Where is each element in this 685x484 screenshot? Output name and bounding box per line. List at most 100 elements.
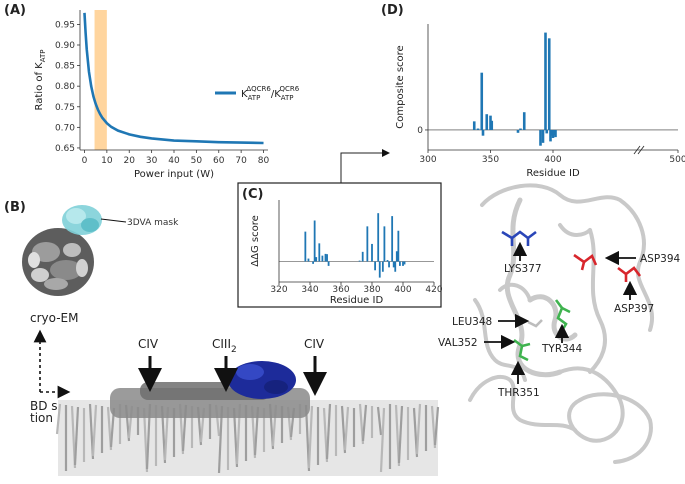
bar-d [544, 32, 547, 130]
panel-label-b: (B) [4, 200, 26, 215]
x-tick-label-a: 20 [124, 156, 136, 166]
y-tick-label-a: 0.70 [55, 123, 75, 133]
chart-a: 0 10 20 30 40 50 60 70 80 0.65 0.70 0.75 0.80 0.85 0.9… [34, 10, 270, 180]
bar-c [374, 261, 376, 271]
asp394-sidechain [573, 253, 598, 271]
val352-label: VAL352 [438, 337, 478, 349]
x-axis-title-a: Power input (W) [134, 169, 214, 180]
bar-c [397, 230, 400, 262]
bar-c [392, 261, 395, 268]
protein-structure [468, 183, 654, 464]
membrane-helix [73, 406, 80, 466]
bar-c [399, 261, 401, 266]
cryo-em-label: cryo-EM [30, 311, 78, 325]
bar-d [481, 129, 485, 136]
y-tick-label-a: 0.65 [55, 144, 75, 154]
bar-c [378, 261, 381, 278]
x-tick-label-c: 340 [301, 285, 318, 295]
x-tick-label-d: 350 [482, 155, 499, 165]
bar-d [545, 129, 549, 134]
y-tick-label-a: 0.85 [55, 62, 75, 72]
bar-d [554, 129, 557, 138]
mask-density [62, 205, 102, 235]
x-tick-label-d: 500 [669, 155, 685, 165]
legend-a-text: KATPΔQCR6/KATPQCR6 [241, 85, 300, 102]
tyr344-sidechain [554, 299, 571, 335]
bar-c [324, 253, 327, 262]
x-axis-title-d: Residue ID [526, 168, 580, 179]
membrane-model [55, 382, 440, 476]
bar-c [381, 261, 384, 272]
membrane-helix [433, 406, 440, 446]
x-tick-label-c: 360 [332, 285, 349, 295]
membrane-helix [376, 406, 383, 436]
asp394-label: ASP394 [640, 253, 681, 265]
bar-c [321, 255, 324, 262]
x-tick-label-c: 380 [363, 285, 380, 295]
lys377-label: LYS377 [504, 263, 542, 275]
y-tick-label-a: 0.80 [55, 82, 75, 92]
bar-c [403, 261, 406, 265]
bar-c [388, 261, 390, 268]
bar-c [307, 258, 310, 262]
bar-c [313, 220, 316, 262]
membrane-helix [91, 404, 98, 457]
chart-d: 300 350 400 500 0 Residue ID Composite score [395, 24, 685, 179]
thr351-label: THR351 [497, 387, 540, 399]
membrane-helix [379, 407, 386, 473]
bar-d [480, 72, 484, 130]
bar-c [402, 261, 404, 266]
bar-d [476, 128, 480, 130]
x-tick-label-d: 400 [544, 155, 561, 165]
x-tick-label-a: 0 [82, 156, 88, 166]
bar-c [394, 261, 397, 272]
membrane-helix [397, 405, 404, 464]
bar-c [395, 251, 398, 262]
y-axis-title-d: Composite score [395, 45, 406, 128]
x-tick-label-a: 60 [213, 156, 225, 166]
x-axis-title-c: Residue ID [330, 295, 384, 306]
bar-d [516, 129, 520, 133]
ciii-label: CIII2 [212, 337, 237, 355]
panel-label-c: (C) [242, 187, 263, 202]
y-tick-label-a: 0.90 [55, 41, 75, 51]
x-tick-label-c: 420 [425, 285, 442, 295]
bar-c [327, 261, 330, 266]
panel-label-a: (A) [4, 3, 26, 18]
civ-left-label: CIV [138, 337, 159, 351]
bar-c [366, 226, 369, 262]
civ-right-label: CIV [304, 337, 325, 351]
thr351-sidechain [513, 338, 531, 362]
legend-a: KATPΔQCR6/KATPQCR6 [215, 85, 300, 102]
asp397-label: ASP397 [614, 303, 654, 315]
shaded-region [94, 10, 107, 150]
membrane-helix [307, 405, 314, 469]
leu348-sidechain [527, 319, 543, 328]
membrane-helix [343, 406, 350, 451]
leu348-label: LEU348 [452, 316, 492, 328]
x-tick-label-a: 70 [235, 156, 247, 166]
bar-c [358, 260, 361, 262]
bd-label-2: tion [30, 411, 53, 425]
x-tick-label-c: 320 [270, 285, 287, 295]
bar-c [383, 226, 386, 262]
y-tick-label-d: 0 [417, 126, 423, 136]
bar-d [472, 121, 476, 130]
bar-d [522, 112, 526, 130]
bar-c [371, 243, 373, 262]
axis-break-d [637, 145, 645, 155]
x-tick-label-d: 300 [419, 155, 436, 165]
bar-d [541, 129, 545, 143]
membrane-helix [55, 403, 62, 435]
bar-c [361, 251, 364, 262]
y-tick-label-a: 0.75 [55, 103, 75, 113]
x-tick-label-c: 400 [394, 285, 411, 295]
panel-c-frame [237, 182, 442, 308]
bar-c [326, 254, 328, 262]
x-tick-label-a: 30 [146, 156, 158, 166]
bar-c [377, 213, 380, 262]
bar-d [490, 120, 494, 130]
x-tick-label-a: 10 [101, 156, 113, 166]
chart-c: 320 340 360 380 400 420 Residue ID ΔΔG score [250, 200, 443, 306]
bar-c [315, 257, 318, 262]
